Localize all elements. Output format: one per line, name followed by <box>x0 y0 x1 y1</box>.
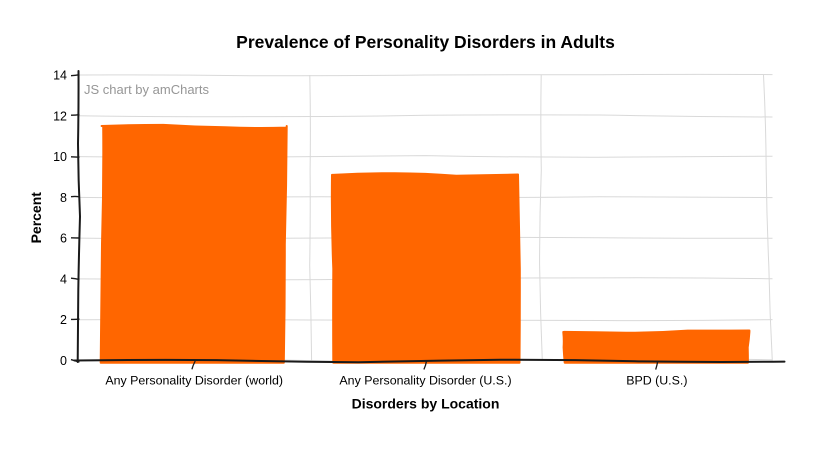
x-gridline <box>539 74 543 361</box>
x-gridline <box>309 74 313 361</box>
x-axis-label: BPD (U.S.) <box>626 374 687 388</box>
y-axis-line <box>76 70 82 363</box>
y-axis-title: Percent <box>28 192 44 244</box>
x-axis-label: Any Personality Disorder (U.S.) <box>339 374 511 388</box>
bar-1 <box>99 123 288 364</box>
y-axis-label: 0 <box>60 354 67 368</box>
y-axis-label: 14 <box>53 69 67 83</box>
y-axis-label: 12 <box>53 109 67 123</box>
y-axis-label: 2 <box>60 313 67 327</box>
y-axis-label: 4 <box>60 272 67 286</box>
chart-title: Prevalence of Personality Disorders in A… <box>236 32 615 52</box>
y-axis-label: 8 <box>60 191 67 205</box>
y-gridline <box>78 114 773 118</box>
x-axis-line <box>73 358 786 364</box>
y-gridline <box>78 73 773 77</box>
amcharts-watermark-link[interactable]: JS chart by amCharts <box>84 82 209 97</box>
x-gridline <box>763 74 773 361</box>
bar-2 <box>330 172 521 364</box>
x-axis-tick <box>191 360 196 370</box>
x-axis-title: Disorders by Location <box>352 396 500 412</box>
x-axis-label: Any Personality Disorder (world) <box>105 374 283 388</box>
bar-3 <box>562 329 751 364</box>
y-axis-label: 10 <box>53 150 67 164</box>
y-axis-label: 6 <box>60 232 67 246</box>
